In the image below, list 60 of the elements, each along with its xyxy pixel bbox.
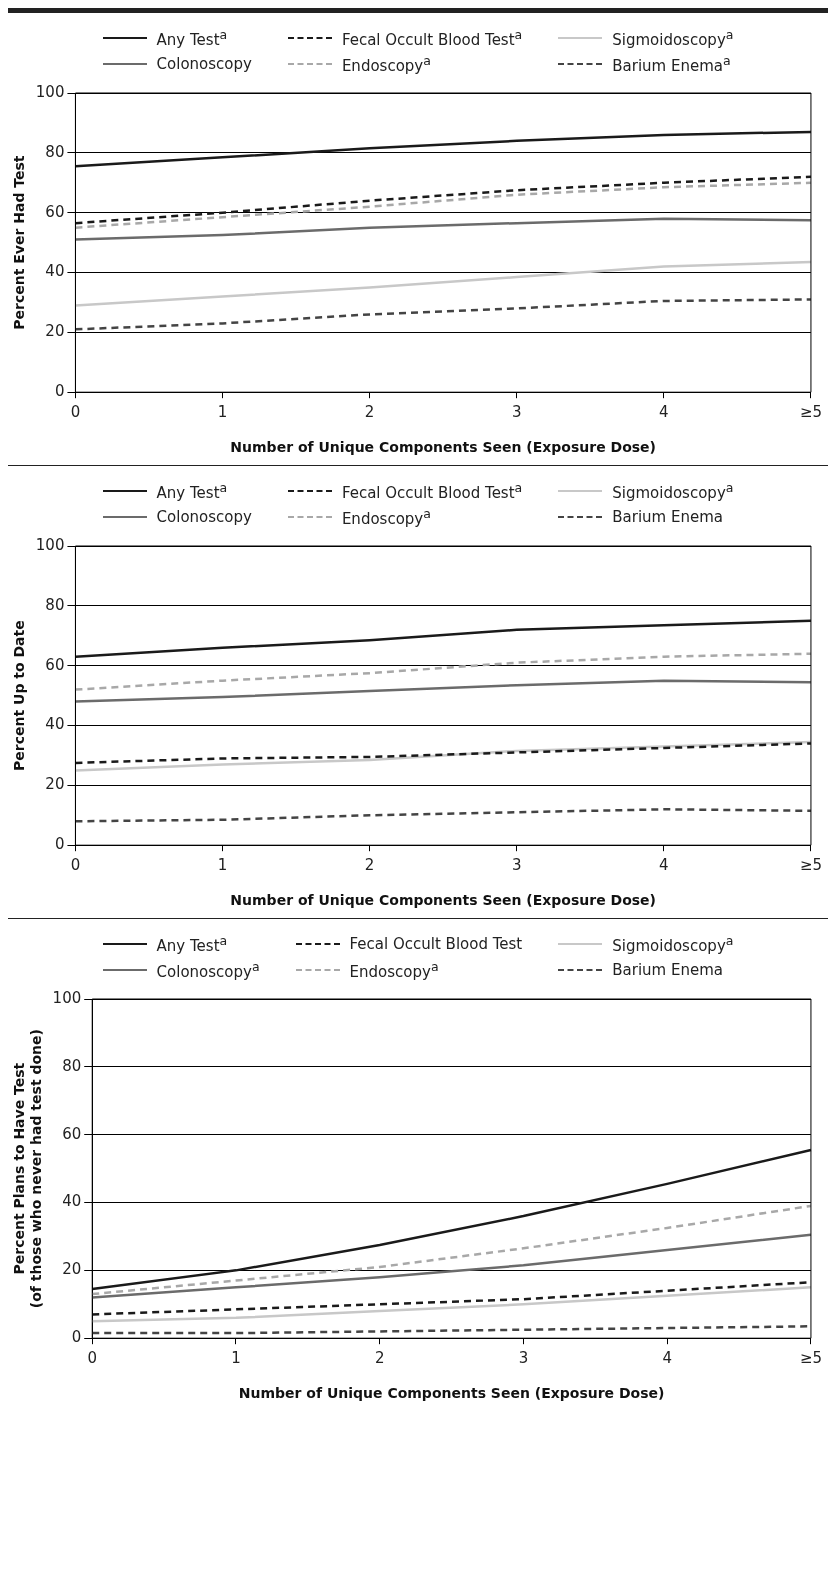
x-tick-label: 1 [217, 403, 228, 422]
legend-label: Barium Enema [612, 961, 723, 979]
x-tick-label: 4 [662, 1349, 672, 1368]
legend-label: Fecal Occult Blood Test [349, 935, 523, 953]
y-tick-label: 0 [71, 1328, 82, 1347]
legend-label: Endoscopy$^{a}$ [341, 506, 431, 528]
y-tick-label: 0 [54, 835, 65, 854]
legend-label: Colonoscopy [156, 55, 252, 73]
x-tick-label: 0 [87, 1349, 97, 1368]
y-tick-label: 20 [62, 1260, 82, 1279]
x-tick-label: 3 [518, 1349, 529, 1368]
y-tick-label: 100 [35, 82, 65, 101]
x-tick-label: 1 [231, 1349, 241, 1368]
legend-label: Barium Enema$^{a}$ [612, 53, 731, 75]
y-tick-label: 100 [35, 535, 65, 554]
legend-label: Any Test$^{a}$ [156, 480, 228, 502]
y-tick-label: 80 [62, 1056, 82, 1075]
y-tick-label: 20 [45, 775, 65, 794]
legend-label: Fecal Occult Blood Test$^{a}$ [341, 27, 523, 49]
legend-label: Endoscopy$^{a}$ [349, 959, 439, 981]
x-tick-label: ≥5 [799, 1349, 823, 1368]
y-tick-label: 80 [45, 595, 65, 614]
legend-label: Colonoscopy$^{a}$ [156, 959, 260, 981]
legend-label: Any Test$^{a}$ [156, 27, 228, 49]
y-axis-title: Percent Up to Date [11, 620, 28, 771]
legend-label: Colonoscopy [156, 508, 252, 526]
line-series [74, 808, 813, 823]
y-tick-label: 60 [62, 1124, 82, 1143]
x-tick-label: ≥5 [799, 403, 823, 422]
x-tick-label: 2 [364, 403, 375, 422]
legend-label: Sigmoidoscopy$^{a}$ [612, 933, 734, 955]
legend-label: Fecal Occult Blood Test$^{a}$ [341, 480, 523, 502]
y-tick-label: 0 [54, 382, 65, 401]
legend-label: Any Test$^{a}$ [156, 933, 228, 955]
y-tick-label: 20 [45, 322, 65, 341]
legend-label: Sigmoidoscopy$^{a}$ [612, 480, 734, 502]
x-tick-label: 4 [659, 403, 669, 422]
line-series [74, 742, 813, 765]
x-tick-label: 2 [374, 1349, 385, 1368]
y-tick-label: 40 [45, 262, 65, 281]
x-tick-label: 3 [511, 403, 522, 422]
y-tick-label: 80 [45, 142, 65, 161]
x-axis-title: Number of Unique Components Seen (Exposure Dose) [238, 1385, 665, 1402]
y-tick-label: 40 [62, 1192, 82, 1211]
x-tick-label: 3 [511, 856, 522, 875]
legend-label: Endoscopy$^{a}$ [341, 53, 431, 75]
x-tick-label: 1 [217, 856, 228, 875]
x-axis-title: Number of Unique Components Seen (Exposure Dose) [230, 892, 657, 909]
legend-label: Barium Enema [612, 508, 723, 526]
y-tick-label: 100 [52, 988, 82, 1007]
x-tick-label: 2 [364, 856, 375, 875]
y-tick-label: 40 [45, 715, 65, 734]
y-tick-label: 60 [45, 202, 65, 221]
x-tick-label: 4 [659, 856, 669, 875]
legend-label: Sigmoidoscopy$^{a}$ [612, 27, 734, 49]
x-tick-label: ≥5 [799, 856, 823, 875]
y-tick-label: 60 [45, 655, 65, 674]
y-axis-title: Percent Plans to Have Test (of those who never had test done) [11, 1029, 44, 1309]
y-axis-title: Percent Ever Had Test [11, 155, 28, 330]
x-axis-title: Number of Unique Components Seen (Exposure Dose) [230, 439, 657, 456]
